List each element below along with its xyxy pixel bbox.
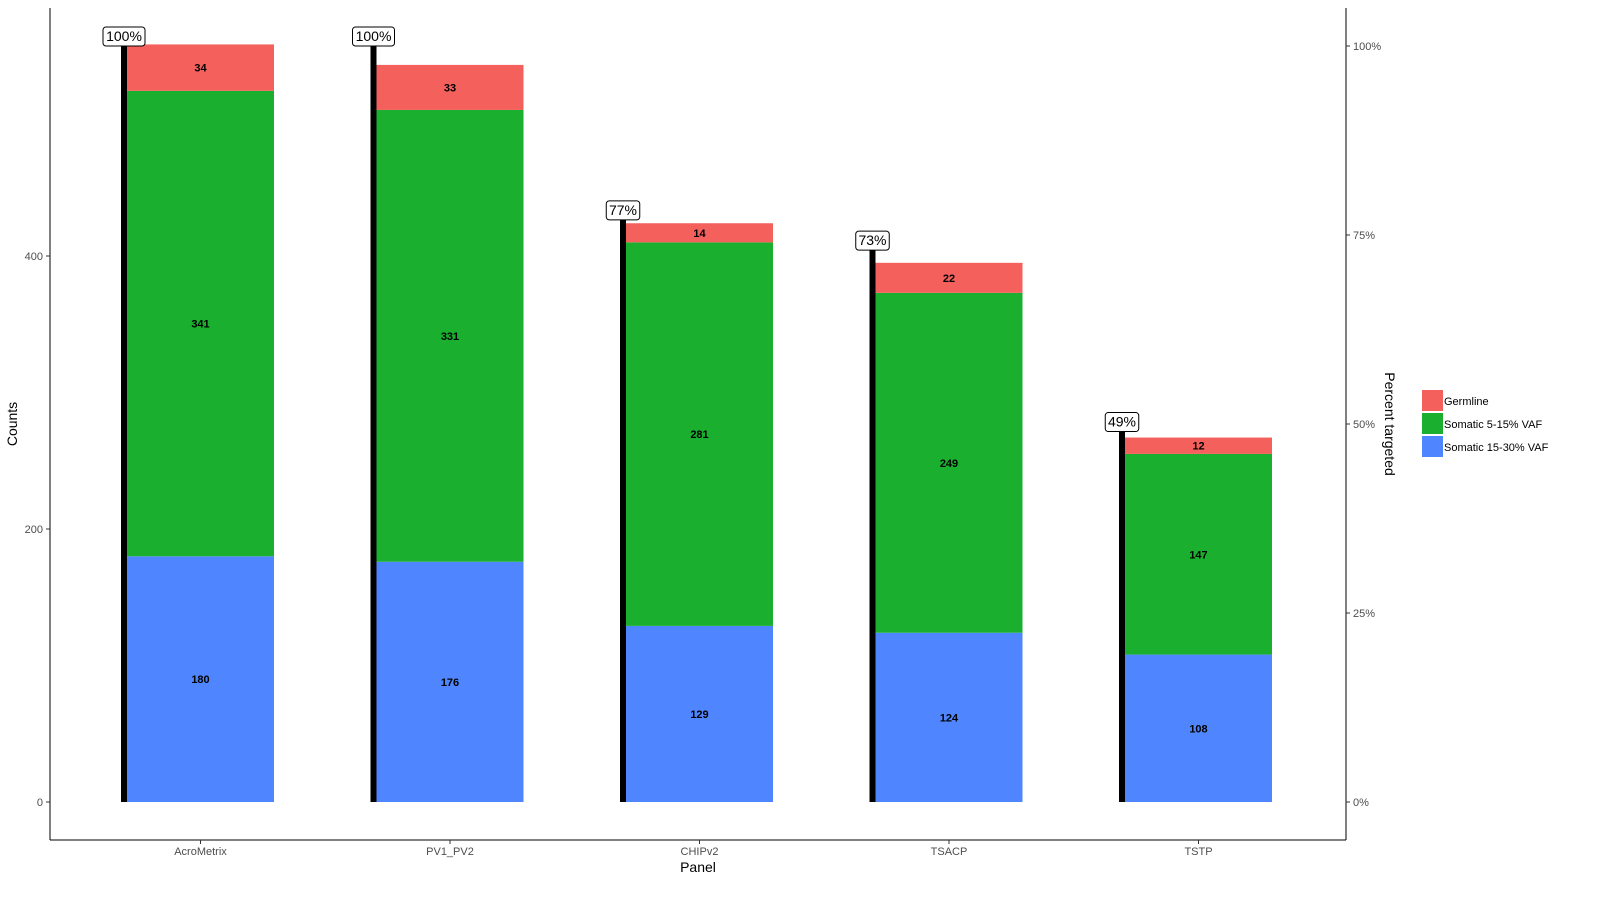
y-tick-label: 400 [25, 251, 43, 263]
bar-value-label: 341 [191, 319, 209, 331]
bar-segment [127, 90, 274, 557]
bar-segment [376, 109, 524, 562]
bar-value-label: 249 [940, 458, 958, 470]
bar-value-label: 12 [1192, 441, 1204, 453]
bar-value-label: 124 [940, 712, 959, 724]
bar-value-label: 281 [690, 429, 708, 441]
bar-segment [1125, 437, 1272, 454]
bar-segment [376, 64, 524, 110]
percent-label-box [352, 26, 395, 47]
bar-value-label: 129 [690, 709, 708, 721]
bar-value-label: 147 [1189, 549, 1207, 561]
bar-segment [1125, 453, 1272, 655]
y2-tick-label: 0% [1353, 797, 1369, 809]
legend-swatch [1422, 436, 1443, 457]
y2-tick-label: 50% [1353, 419, 1375, 431]
legend: Germline Somatic 5-15% VAF Somatic 15-30% … [1422, 390, 1549, 457]
bar-segment [875, 262, 1023, 293]
x-tick-label: TSTP [1184, 846, 1212, 858]
percent-label-box [605, 200, 641, 221]
bar-segment [1125, 654, 1272, 802]
bar-segment [875, 292, 1023, 633]
bar-segment [626, 223, 773, 243]
bar-segment [127, 556, 274, 802]
x-tick-label: PV1_PV2 [426, 846, 474, 858]
bar-value-label: 331 [441, 331, 459, 343]
bar-segment [376, 561, 524, 802]
percent-label-box [102, 26, 146, 47]
bar-value-label: 176 [441, 677, 459, 689]
y2-tick-label: 75% [1353, 230, 1375, 242]
y-tick-label: 0 [37, 797, 43, 809]
x-tick-label: TSACP [931, 846, 968, 858]
bar-segment [626, 242, 773, 626]
bar-value-label: 34 [194, 63, 207, 75]
bar-value-label: 108 [1189, 723, 1207, 735]
legend-label: Somatic 5-15% VAF [1444, 419, 1543, 431]
y2-tick-label: 100% [1353, 41, 1381, 53]
chart-axes: 0 200 400 0% 25% 50% 75% 100% AcroMetrix PV1_PV2 C… [25, 8, 1381, 858]
x-axis-title: Panel [680, 859, 716, 875]
x-tick-label: CHIPv2 [681, 846, 719, 858]
bar-value-label: 22 [943, 273, 955, 285]
bar-segment [626, 625, 773, 802]
legend-swatch [1422, 413, 1443, 434]
bar-segment [875, 632, 1023, 802]
legend-swatch [1422, 390, 1443, 411]
bar-value-label: 14 [693, 228, 706, 240]
percent-label: 100% [356, 28, 392, 44]
x-tick-label: AcroMetrix [174, 846, 227, 858]
bar-value-label: 180 [191, 674, 209, 686]
percent-label: 49% [1108, 414, 1136, 430]
y2-axis-title: Percent targeted [1382, 372, 1398, 476]
bar-value-label: 33 [444, 82, 456, 94]
y-tick-label: 200 [25, 524, 43, 536]
percent-label: 77% [609, 202, 637, 218]
percent-label-box [1104, 412, 1140, 433]
legend-label: Germline [1444, 396, 1489, 408]
y-axis-title: Counts [4, 402, 20, 446]
percent-label-box [855, 230, 890, 251]
legend-label: Somatic 15-30% VAF [1444, 442, 1549, 454]
percent-label: 73% [858, 232, 886, 248]
y2-tick-label: 25% [1353, 608, 1375, 620]
bar-segment [127, 44, 274, 91]
percent-label: 100% [106, 28, 142, 44]
chart-marks: 180 341 34 100% 176 331 33 100% 129 281 14 77% 124 24… [102, 26, 1272, 802]
